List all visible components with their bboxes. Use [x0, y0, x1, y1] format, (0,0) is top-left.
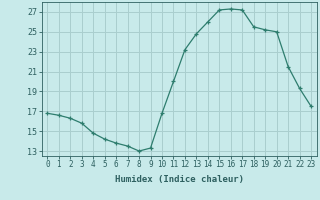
X-axis label: Humidex (Indice chaleur): Humidex (Indice chaleur): [115, 175, 244, 184]
